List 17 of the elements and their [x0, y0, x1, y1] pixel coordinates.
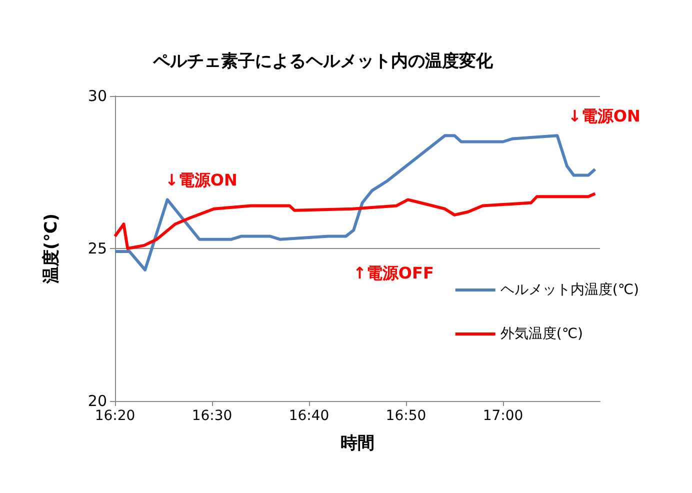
annotation: ↓電源ON	[568, 106, 640, 126]
y-tick-label: 20	[88, 392, 107, 410]
line-series	[114, 192, 597, 250]
x-tick-label: 16:20	[94, 408, 136, 424]
x-tick-label: 17:00	[482, 408, 524, 424]
y-axis-title: 温度(℃)	[42, 213, 62, 285]
legend-label: 外気温度(℃)	[500, 326, 584, 342]
annotation: ↑電源OFF	[353, 264, 434, 282]
x-tick-label: 16:50	[386, 408, 426, 424]
x-axis-title: 時間	[340, 434, 374, 454]
chart-title: ペルチェ素子によるヘルメット内の温度変化	[152, 52, 494, 72]
annotation: ↓電源ON	[165, 170, 238, 190]
legend-label: ヘルメット内温度(℃)	[500, 282, 640, 298]
y-tick-label: 25	[88, 240, 107, 258]
y-tick-label: 30	[88, 87, 107, 105]
x-tick-label: 16:30	[192, 408, 232, 424]
x-tick-label: 16:40	[288, 408, 330, 424]
